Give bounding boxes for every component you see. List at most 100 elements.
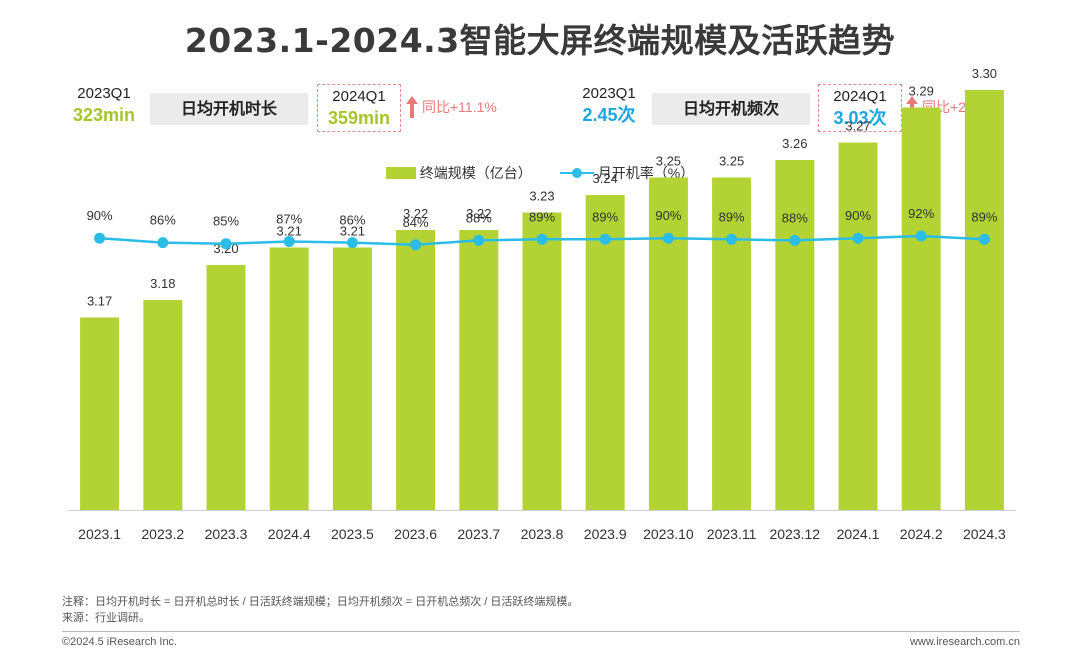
up-arrow-icon — [906, 96, 918, 118]
line-data-label: 84% — [403, 215, 429, 230]
bar — [712, 177, 752, 510]
chart-notes: 注释：日均开机时长 = 日开机总时长 / 日活跃终端规模；日均开机频次 = 日开… — [62, 594, 578, 626]
line-data-label: 87% — [276, 212, 302, 227]
up-arrow-icon — [406, 96, 418, 118]
bar-data-label: 3.30 — [972, 66, 997, 81]
x-tick-label: 2023.6 — [394, 526, 437, 542]
kpi-frequency-before: 2023Q1 2.45次 — [570, 84, 648, 126]
bar — [396, 230, 436, 510]
kpi-frequency-before-value: 2.45次 — [582, 105, 636, 125]
line-point — [346, 237, 358, 249]
kpi-frequency-label: 日均开机频次 — [652, 93, 810, 125]
line-point — [410, 239, 422, 251]
x-tick-label: 2024.3 — [963, 526, 1006, 542]
line-data-label: 86% — [150, 213, 176, 228]
chart-legend: 终端规模（亿台） 月开机率（%） — [0, 163, 1080, 183]
x-tick-label: 2023.9 — [584, 526, 627, 542]
bar — [648, 177, 688, 510]
line-point — [473, 234, 485, 246]
x-tick-label: 2023.3 — [205, 526, 248, 542]
line-data-label: 89% — [529, 209, 555, 224]
bar — [775, 160, 815, 510]
x-tick-label: 2023.10 — [643, 526, 694, 542]
bar — [269, 247, 309, 510]
bar — [143, 300, 183, 510]
legend-line-label: 月开机率（%） — [597, 165, 695, 181]
kpi-frequency: 2023Q1 2.45次 日均开机频次 2024Q1 3.03次 同比+23.7… — [570, 84, 1030, 132]
line-data-label: 86% — [339, 213, 365, 228]
legend-item-bar: 终端规模（亿台） — [385, 163, 532, 183]
kpi-duration-after-period: 2024Q1 — [332, 88, 386, 105]
x-tick-label: 2023.7 — [457, 526, 500, 542]
line-point — [94, 232, 106, 244]
line-point — [157, 237, 169, 249]
bar-data-label: 3.27 — [845, 119, 870, 134]
x-tick-label: 2023.2 — [141, 526, 184, 542]
combo-chart: 3.172023.13.182023.23.202023.33.212024.4… — [68, 66, 1016, 542]
footer-divider — [62, 631, 1020, 632]
bar-data-label: 3.18 — [150, 276, 175, 291]
line-point — [726, 233, 738, 245]
bar — [585, 195, 625, 510]
bar — [332, 247, 372, 510]
line-data-label: 90% — [87, 208, 113, 223]
bar-data-label: 3.23 — [529, 189, 554, 204]
note-definition: 注释：日均开机时长 = 日开机总时长 / 日活跃终端规模；日均开机频次 = 日开… — [62, 596, 579, 608]
line-point — [220, 238, 232, 250]
bar — [80, 317, 120, 510]
bar-data-label: 3.21 — [277, 224, 302, 239]
line-data-label: 89% — [971, 209, 997, 224]
bar — [901, 107, 941, 510]
kpi-frequency-after-period: 2024Q1 — [833, 88, 887, 105]
kpi-duration-before-value: 323min — [72, 105, 136, 125]
bar — [964, 90, 1004, 510]
bar-data-label: 3.29 — [909, 84, 934, 99]
x-tick-label: 2023.11 — [707, 526, 757, 542]
kpi-duration-after-value: 359min — [327, 108, 391, 128]
kpi-duration-before: 2023Q1 323min — [62, 84, 146, 126]
x-tick-label: 2023.8 — [521, 526, 564, 542]
x-tick-label: 2024.2 — [900, 526, 943, 542]
x-tick-label: 2024.4 — [268, 526, 311, 542]
line-data-label: 85% — [213, 214, 239, 229]
bar-data-label: 3.17 — [87, 294, 112, 309]
kpi-duration-before-period: 2023Q1 — [77, 85, 131, 102]
kpi-frequency-after-value: 3.03次 — [833, 108, 887, 128]
bar — [459, 230, 499, 510]
bar-data-label: 3.22 — [466, 206, 491, 221]
bar — [522, 212, 562, 510]
x-tick-label: 2023.5 — [331, 526, 374, 542]
kpi-duration-after: 2024Q1 359min — [317, 84, 401, 132]
x-tick-label: 2024.1 — [837, 526, 880, 542]
kpi-frequency-before-period: 2023Q1 — [582, 85, 636, 102]
line-data-label: 90% — [655, 208, 681, 223]
legend-line-swatch — [559, 167, 594, 179]
line-point — [283, 236, 295, 247]
line-data-label: 88% — [782, 210, 808, 225]
line-data-label: 89% — [592, 209, 618, 224]
x-tick-label: 2023.12 — [769, 526, 820, 542]
kpi-duration-yoy-text: 同比+11.1% — [422, 99, 497, 115]
line-point — [662, 232, 674, 244]
kpi-duration-yoy: 同比+11.1% — [406, 96, 497, 118]
bar-data-label: 3.26 — [782, 136, 807, 151]
line-point — [789, 234, 801, 246]
kpi-frequency-after: 2024Q1 3.03次 — [818, 84, 902, 132]
legend-bar-label: 终端规模（亿台） — [419, 165, 532, 181]
bar-data-label: 3.24 — [593, 171, 618, 186]
bar-data-label: 3.22 — [403, 206, 428, 221]
bar — [206, 265, 246, 510]
bar-data-label: 3.21 — [340, 224, 365, 239]
legend-bar-swatch — [385, 167, 416, 179]
line-point — [536, 233, 548, 245]
line-point — [915, 230, 927, 242]
x-tick-label: 2023.1 — [78, 526, 121, 542]
bar-data-label: 3.25 — [656, 154, 681, 169]
line-point — [852, 232, 864, 244]
footer-website: www.iresearch.com.cn — [909, 636, 1020, 648]
footer-copyright: ©2024.5 iResearch Inc. — [62, 636, 178, 648]
legend-item-line: 月开机率（%） — [559, 163, 695, 183]
kpi-duration: 2023Q1 323min 日均开机时长 2024Q1 359min 同比+11… — [62, 84, 522, 132]
note-source: 来源：行业调研。 — [62, 612, 150, 624]
line-point — [978, 233, 990, 245]
